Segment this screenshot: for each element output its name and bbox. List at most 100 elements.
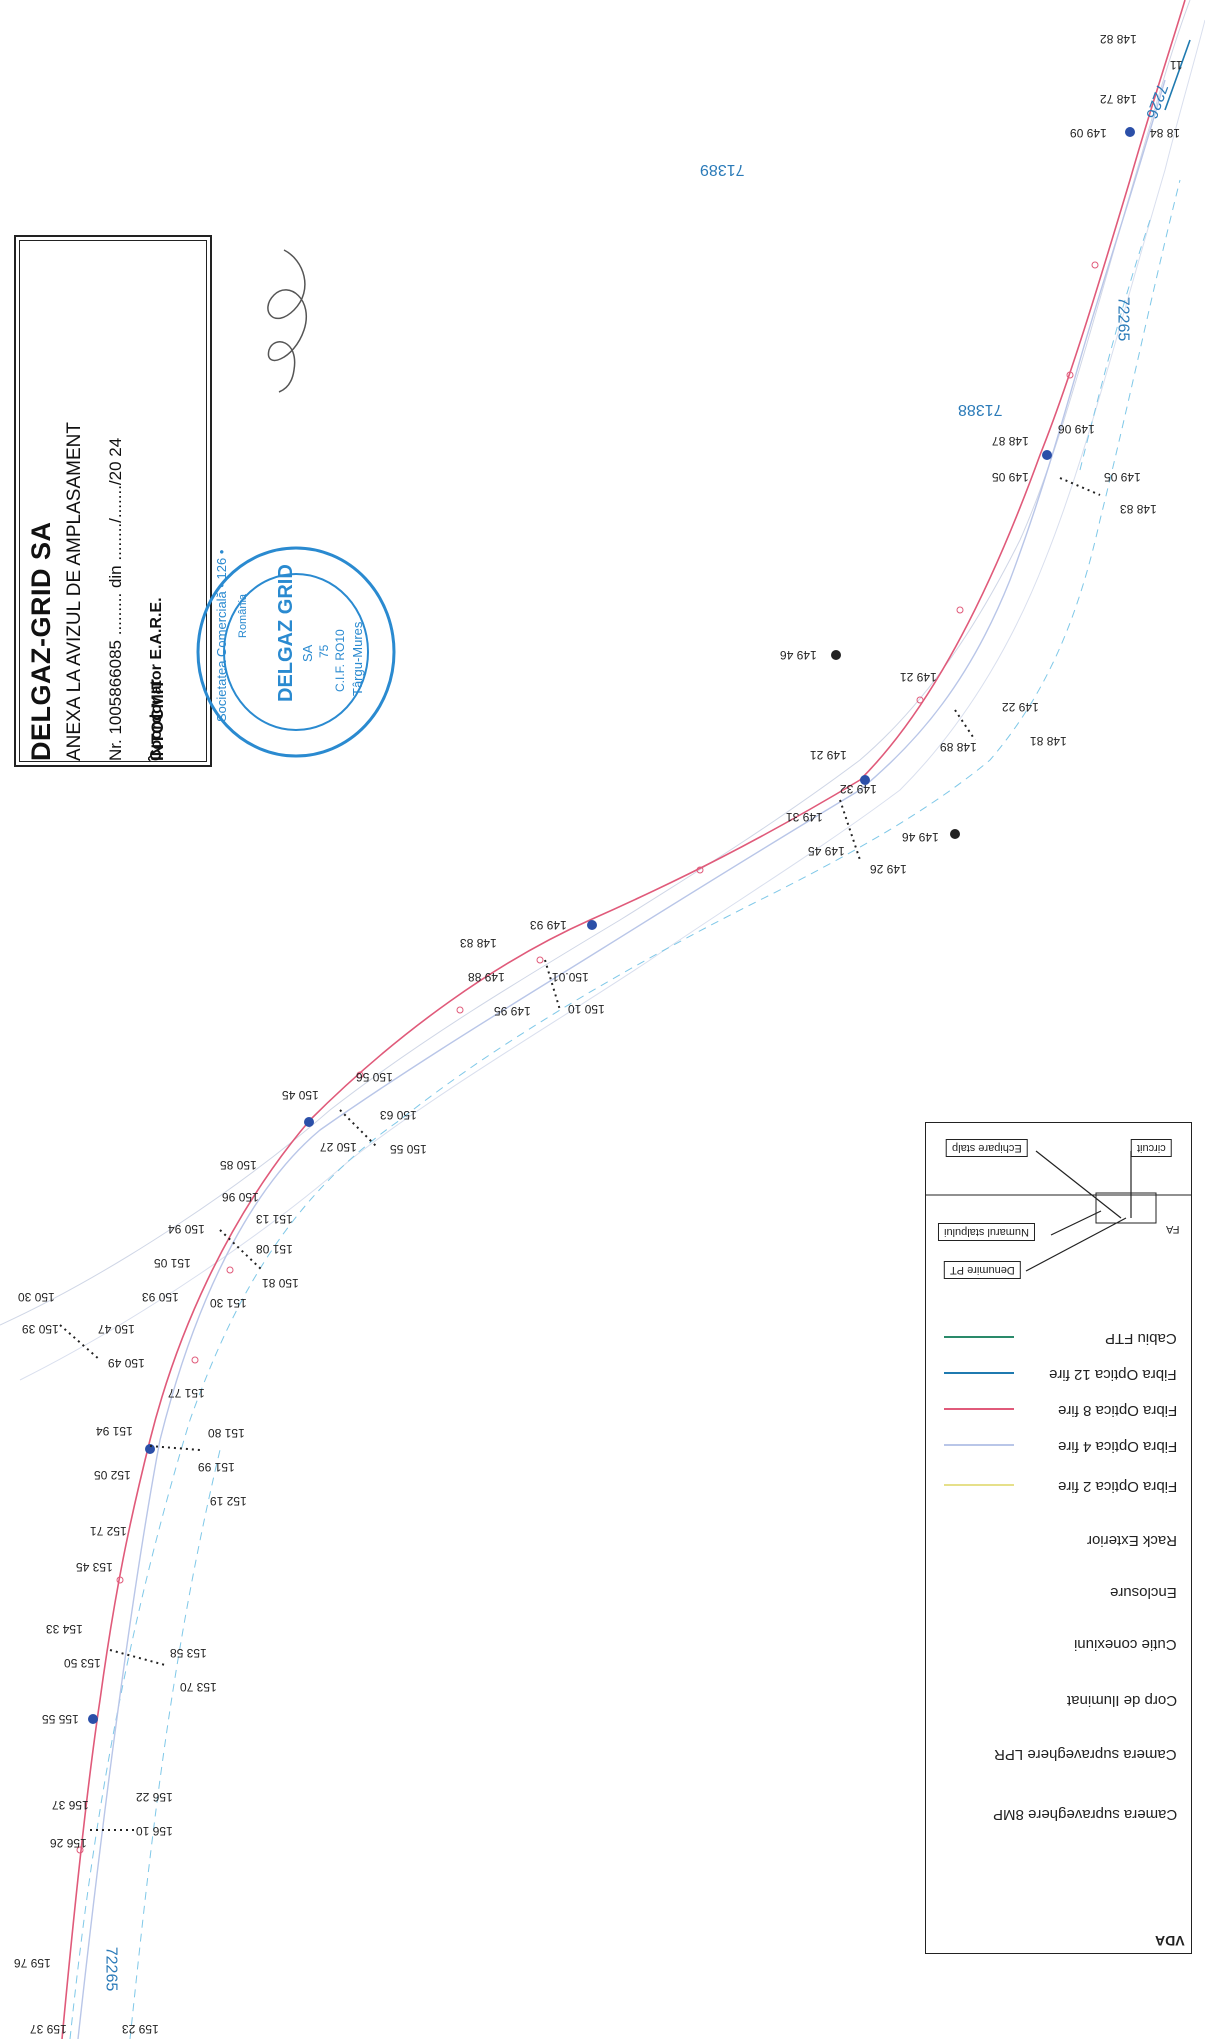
seal-outer-text: Societatea Comercială • 126 • [214, 549, 229, 722]
pole-3 [860, 775, 870, 785]
parcel-label: 72265 [1114, 296, 1132, 342]
elevation-label: 159 76 [14, 1956, 51, 1970]
elevation-label: 148 81 [1030, 734, 1067, 748]
pole-1 [1125, 127, 1135, 137]
elevation-label: 148 72 [1100, 92, 1137, 106]
map-legend: VDA Echipare stalp circuit Numarul stalp… [925, 1122, 1192, 1954]
legend-item-fo8: Fibra Optica 8 fire [1057, 1402, 1177, 1419]
elevation-label: 151 05 [154, 1256, 191, 1270]
elevation-label: 159 37 [30, 2022, 67, 2036]
seal-country: România [237, 593, 249, 638]
seal-city: Târgu-Mureș [350, 621, 365, 696]
stamp-status: ÎNTOCMIT [148, 679, 167, 761]
boundary-dashed-1 [69, 179, 1181, 2039]
legend-item-8mp: Camera supraveghere 8MP [992, 1806, 1177, 1823]
legend-item-lpr: Camera supraveghere LPR [994, 1746, 1177, 1763]
elevation-label: 150 45 [282, 1088, 319, 1102]
legend-item-rack: Rack Exterior [1086, 1532, 1177, 1549]
elevation-label: 149 06 [1058, 422, 1095, 436]
elevation-label: 150 39 [22, 1322, 59, 1336]
legend-swatch-fo4 [944, 1444, 1014, 1446]
seal-sa: SA [300, 644, 315, 662]
parcel-label: 72265 [102, 1946, 120, 1992]
legend-item-cutie: Cutie conexiuni [1074, 1636, 1177, 1653]
stamp-number-line: Nr. 1005866085 ......... din ......../..… [106, 437, 125, 761]
legend-swatch-fo2 [944, 1484, 1014, 1486]
legend-item-fo4: Fibra Optica 4 fire [1057, 1438, 1177, 1455]
elevation-label: 150 49 [108, 1356, 145, 1370]
legend-swatch-fo12 [944, 1372, 1014, 1374]
elevation-label: 149 22 [1002, 700, 1039, 714]
elevation-label: 150.01 [552, 970, 589, 984]
elevation-label: 150 47 [98, 1322, 135, 1336]
pole-6 [145, 1444, 155, 1454]
elevation-label: 148 82 [1100, 32, 1137, 46]
seal-reg: 75 [317, 644, 331, 658]
elevation-label: 149 21 [810, 748, 847, 762]
elevation-label: 150 56 [356, 1070, 393, 1084]
elevation-label: 159 23 [122, 2022, 159, 2036]
legend-title: VDA [1155, 1933, 1185, 1949]
elevation-label: 151 80 [208, 1426, 245, 1440]
elevation-label: 18 84 [1150, 126, 1181, 140]
elevation-label: 151 77 [168, 1386, 205, 1400]
legend-swatch-ftp [944, 1336, 1014, 1338]
elevation-label: 149 46 [902, 830, 939, 844]
elevation-label: 150 96 [222, 1190, 259, 1204]
elevation-label: 149 31 [786, 810, 823, 824]
elevation-label: 156 37 [52, 1798, 89, 1812]
elevation-label: 151 99 [198, 1460, 235, 1474]
elevation-label: 149 93 [530, 918, 567, 932]
elevation-label: 156 26 [50, 1836, 87, 1850]
callout-arrows [926, 1150, 1191, 1272]
seal-cif: C.I.F. RO10 [333, 629, 347, 692]
fiber-4-line [77, 79, 1166, 2039]
elevation-label: 151 08 [256, 1242, 293, 1256]
approval-stamp: DELGAZ-GRID SA ANEXA LA AVIZUL DE AMPLAS… [14, 235, 212, 767]
elevation-label: 152 19 [210, 1494, 247, 1508]
elevation-label: 11 [1170, 58, 1183, 72]
elevation-label: 150 55 [390, 1142, 427, 1156]
elevation-label: 149 05 [1104, 470, 1141, 484]
marker-149-46b [950, 829, 960, 839]
legend-item-fo2: Fibra Optica 2 fire [1057, 1478, 1177, 1495]
elevation-label: 154 33 [46, 1622, 83, 1636]
elevation-label: 151 13 [256, 1212, 293, 1226]
legend-item-fo12: Fibra Optica 12 fire [1049, 1366, 1177, 1383]
elevation-label: 156 22 [136, 1790, 173, 1804]
pole-5 [304, 1117, 314, 1127]
legend-item-enclosure: Enclosure [1110, 1584, 1177, 1601]
elevation-label: 149 32 [840, 782, 877, 796]
pole-7 [88, 1714, 98, 1724]
elevation-label: 148 83 [1120, 502, 1157, 516]
boundary-dashed-3 [1079, 219, 1151, 471]
elevation-label: 155 55 [42, 1712, 79, 1726]
fiber-12-segment [1164, 39, 1191, 111]
elevation-label: 151 30 [210, 1296, 247, 1310]
elevation-label: 153 50 [64, 1656, 101, 1670]
elevation-label: 149 88 [468, 970, 505, 984]
pole-2 [1042, 450, 1052, 460]
signature-scribble [267, 249, 307, 393]
elevation-label: 149 45 [808, 844, 845, 858]
elevation-label: 153 58 [170, 1646, 207, 1660]
elevation-label: 152 71 [90, 1524, 127, 1538]
parcel-label: 71388 [958, 401, 1003, 418]
elevation-label: 149 46 [780, 648, 817, 662]
pole-4 [587, 920, 597, 930]
seal-name: DELGAZ GRID [275, 564, 297, 702]
elevation-label: 156 10 [136, 1824, 173, 1838]
legend-swatch-fo8 [944, 1408, 1014, 1410]
elevation-label: 148 87 [992, 434, 1029, 448]
elevation-label: 153 45 [76, 1560, 113, 1574]
elevation-label: 150 10 [568, 1002, 605, 1016]
legend-item-corp: Corp de Iluminat [1066, 1692, 1177, 1709]
elevation-label: 151 94 [96, 1424, 133, 1438]
fiber-8-main-cable [61, 0, 1186, 2039]
elevation-label: 149 95 [494, 1004, 531, 1018]
elevation-label: 153 70 [180, 1680, 217, 1694]
elevation-label: 150 85 [220, 1158, 257, 1172]
parcel-label: 71389 [700, 161, 745, 178]
stamp-subtitle: ANEXA LA AVIZUL DE AMPLASAMENT [64, 422, 85, 761]
elevation-label: 150 94 [168, 1222, 205, 1236]
